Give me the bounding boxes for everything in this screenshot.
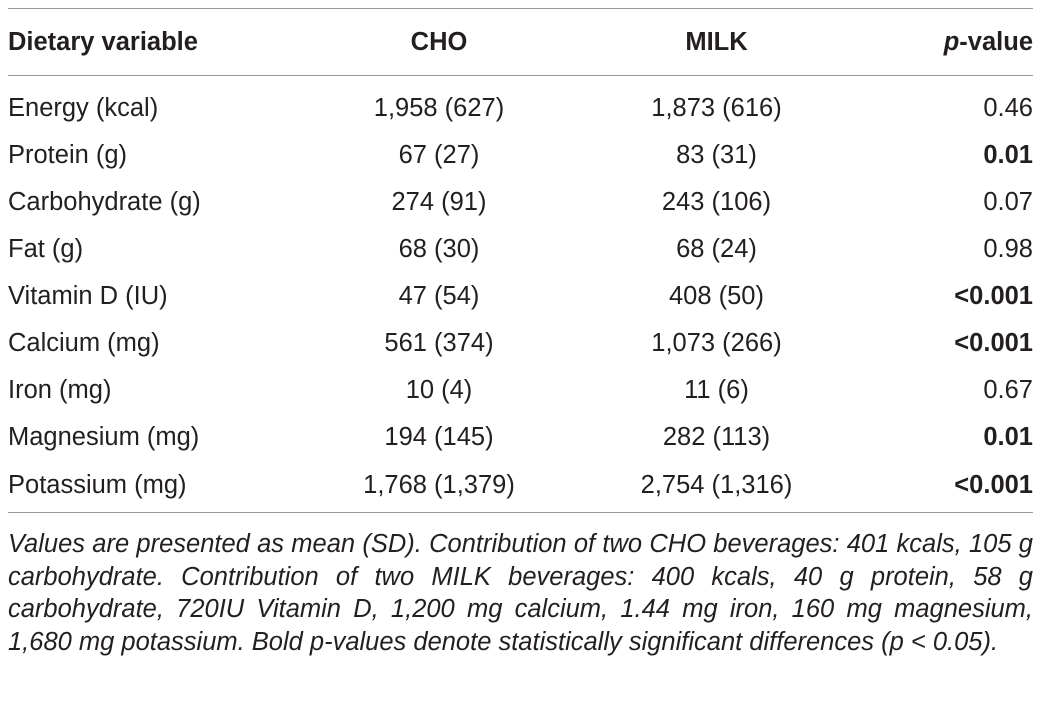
- cell-milk: 1,873 (616): [651, 93, 782, 122]
- cell-cho: 10 (4): [405, 376, 473, 404]
- cell-p-value: 0.98: [983, 235, 1033, 263]
- cell-p-value: 0.67: [983, 376, 1033, 404]
- cell-variable: Carbohydrate (g): [8, 188, 201, 216]
- cell-p-value: <0.001: [954, 282, 1033, 310]
- cell-variable: Potassium (mg): [8, 471, 187, 499]
- dietary-table: Dietary variable CHO MILK p-value Energy…: [8, 9, 1033, 512]
- header-p-value: p-value: [869, 9, 1033, 76]
- cell-p-value: 0.01: [983, 141, 1033, 169]
- cell-p-value: <0.001: [954, 471, 1033, 499]
- header-p-italic: p: [943, 27, 960, 56]
- cell-variable: Iron (mg): [8, 376, 112, 404]
- top-rule: [8, 8, 1033, 9]
- cell-milk: 1,073 (266): [651, 329, 782, 357]
- cell-cho: 561 (374): [384, 329, 494, 357]
- cell-p-value: <0.001: [954, 329, 1033, 357]
- cell-p-value: 0.07: [983, 188, 1033, 216]
- cell-milk: 408 (50): [669, 282, 764, 310]
- cell-cho: 194 (145): [384, 423, 494, 451]
- table-row: Protein (g) 67 (27) 83 (31) 0.01: [8, 132, 1033, 179]
- header-p-suffix: -value: [959, 27, 1033, 56]
- table-row: Iron (mg) 10 (4) 11 (6) 0.67: [8, 367, 1033, 414]
- table-row: Potassium (mg) 1,768 (1,379) 2,754 (1,31…: [8, 461, 1033, 512]
- cell-cho: 1,958 (627): [373, 93, 505, 122]
- cell-variable: Protein (g): [8, 141, 128, 169]
- cell-p-value: 0.01: [983, 423, 1033, 451]
- table-footnote: Values are presented as mean (SD). Contr…: [8, 512, 1033, 658]
- header-milk: MILK: [685, 27, 748, 56]
- header-cho: CHO: [410, 27, 468, 56]
- cell-milk: 68 (24): [676, 235, 757, 263]
- cell-milk: 11 (6): [684, 376, 749, 404]
- table-row: Calcium (mg) 561 (374) 1,073 (266) <0.00…: [8, 320, 1033, 367]
- cell-milk: 243 (106): [661, 188, 772, 216]
- cell-variable: Calcium (mg): [8, 329, 160, 357]
- header-variable: Dietary variable: [8, 27, 198, 56]
- cell-variable: Energy (kcal): [8, 93, 159, 122]
- table-row: Vitamin D (IU) 47 (54) 408 (50) <0.001: [8, 273, 1033, 320]
- cell-cho: 68 (30): [398, 235, 480, 263]
- cell-cho: 67 (27): [398, 141, 480, 169]
- table-row: Magnesium (mg) 194 (145) 282 (113) 0.01: [8, 414, 1033, 461]
- cell-variable: Fat (g): [8, 235, 84, 263]
- cell-cho: 274 (91): [391, 188, 487, 216]
- cell-p-value: 0.46: [983, 93, 1033, 122]
- table-row: Fat (g) 68 (30) 68 (24) 0.98: [8, 226, 1033, 273]
- table-container: Dietary variable CHO MILK p-value Energy…: [8, 8, 1033, 658]
- table-row: Carbohydrate (g) 274 (91) 243 (106) 0.07: [8, 179, 1033, 226]
- table-row: Energy (kcal) 1,958 (627) 1,873 (616) 0.…: [8, 76, 1033, 133]
- cell-milk: 282 (113): [662, 423, 771, 451]
- cell-variable: Magnesium (mg): [8, 423, 200, 451]
- cell-cho: 1,768 (1,379): [363, 471, 515, 499]
- header-row: Dietary variable CHO MILK p-value: [8, 9, 1033, 76]
- cell-variable: Vitamin D (IU): [8, 282, 168, 310]
- cell-milk: 83 (31): [676, 141, 757, 169]
- cell-cho: 47 (54): [398, 282, 480, 310]
- cell-milk: 2,754 (1,316): [640, 471, 793, 499]
